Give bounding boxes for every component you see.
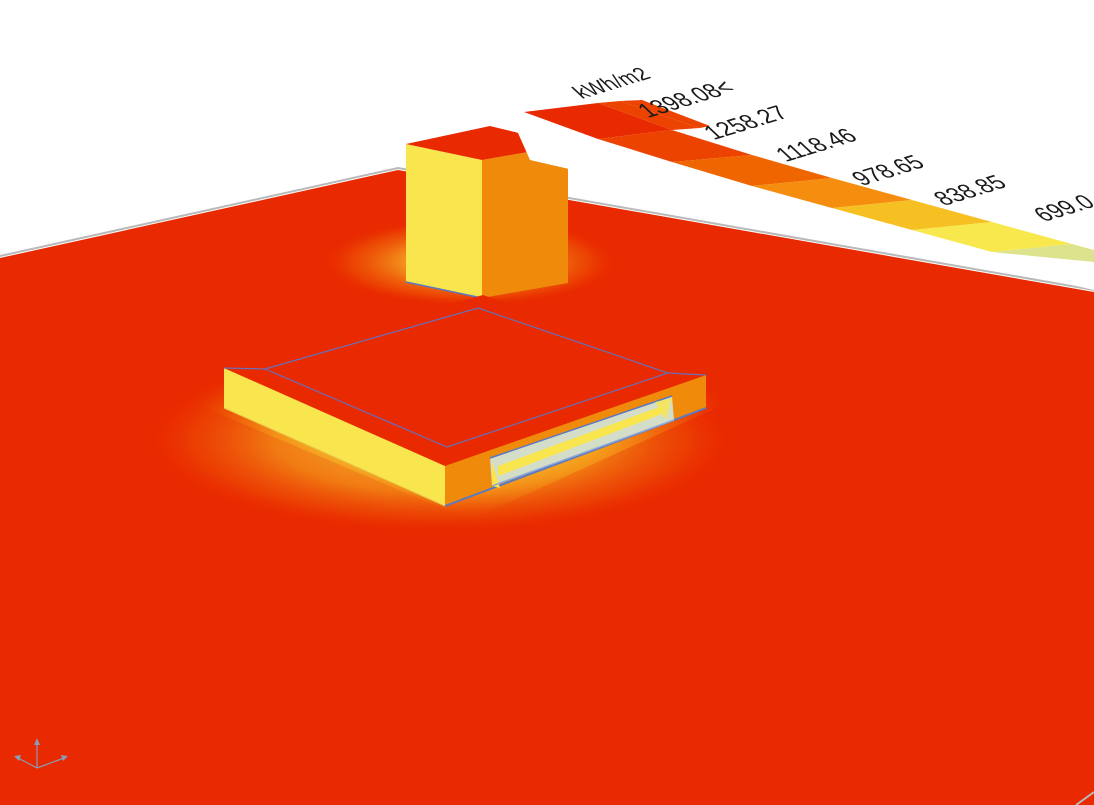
legend-swatch-6 xyxy=(832,200,992,230)
block-roof xyxy=(224,295,706,466)
legend-swatch-5 xyxy=(752,178,912,208)
tower-right-face xyxy=(482,145,568,298)
legend-swatch-7 xyxy=(912,222,1072,252)
legend-background xyxy=(510,115,1094,290)
legend-unit-label: kWh/m2 xyxy=(566,63,656,103)
legend-swatch-4 xyxy=(672,155,832,186)
glazing-panel-inner xyxy=(498,406,662,476)
glazing-right-tri xyxy=(655,398,672,420)
axis-gizmo-icon xyxy=(14,738,68,769)
legend-swatches xyxy=(524,100,1094,262)
tower-left-face xyxy=(406,144,482,298)
block-left-face xyxy=(224,368,445,506)
legend-swatch-1 xyxy=(524,103,672,139)
ground-edge-line-right xyxy=(1075,791,1094,805)
ground-edge-line xyxy=(0,166,1094,291)
tower-base-edge xyxy=(405,281,483,299)
block-base-edge-left xyxy=(223,407,446,507)
block-roof-corner-line-2 xyxy=(667,372,707,376)
glazing-left-tri xyxy=(492,462,500,488)
glazing-top-edge xyxy=(489,395,673,459)
block-roof-corner-line xyxy=(223,367,266,370)
legend-swatch-3 xyxy=(598,130,752,162)
legend-swatch-8 xyxy=(992,244,1094,262)
legend-swatch-2b xyxy=(620,100,710,128)
glazing-bottom-edge xyxy=(491,419,675,487)
legend-swatch-2 xyxy=(598,101,700,130)
